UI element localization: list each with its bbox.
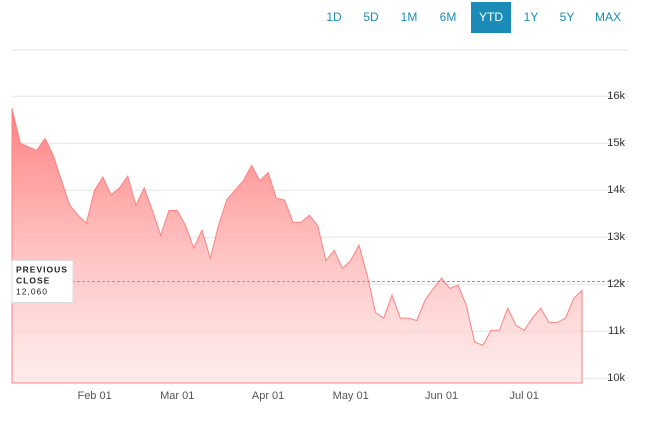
x-tick-label: Apr 01 — [252, 390, 284, 402]
x-tick-label: Feb 01 — [77, 390, 111, 402]
x-tick-label: Jun 01 — [425, 390, 458, 402]
range-button-active-bg[interactable] — [471, 2, 511, 33]
range-button[interactable]: 5D — [363, 10, 379, 24]
previous-close-label: CLOSE — [16, 276, 50, 286]
price-area — [11, 108, 583, 384]
y-tick-label: 16k — [607, 90, 625, 102]
range-button[interactable]: 1D — [326, 10, 342, 24]
x-tick-label: Jul 01 — [509, 390, 538, 402]
y-tick-label: 14k — [607, 184, 625, 196]
x-tick-label: May 01 — [333, 390, 369, 402]
y-tick-label: 13k — [607, 231, 625, 243]
range-button[interactable]: 1M — [401, 10, 418, 24]
previous-close-box — [11, 259, 74, 303]
range-button[interactable]: MAX — [595, 10, 621, 24]
range-button[interactable]: 1Y — [524, 10, 539, 24]
previous-close-label: PREVIOUS — [16, 265, 68, 275]
previous-close-value: 12,060 — [16, 287, 48, 297]
y-tick-label: 10k — [607, 372, 625, 384]
y-tick-label: 15k — [607, 137, 625, 149]
range-button[interactable]: 6M — [440, 10, 457, 24]
y-tick-label: 12k — [607, 278, 625, 290]
range-button[interactable]: 5Y — [560, 10, 575, 24]
x-tick-label: Mar 01 — [160, 390, 194, 402]
y-tick-label: 11k — [608, 325, 625, 337]
range-button[interactable]: YTD — [479, 10, 503, 24]
